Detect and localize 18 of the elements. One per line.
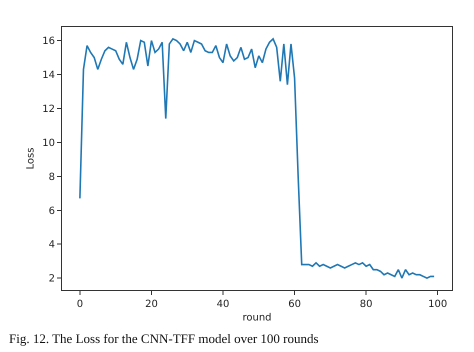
x-tick-label: 0	[76, 299, 84, 310]
y-tick-label: 4	[48, 240, 55, 251]
x-tick-label: 60	[288, 299, 301, 310]
y-axis-title: Loss	[25, 148, 36, 170]
y-tick-label: 10	[42, 138, 55, 149]
x-tick-label: 20	[145, 299, 158, 310]
x-tick-label: 40	[216, 299, 230, 310]
y-tick-label: 16	[42, 36, 55, 48]
x-tick-label: 80	[360, 299, 372, 310]
y-tick-label: 2	[48, 274, 55, 285]
y-tick-label: 14	[42, 70, 55, 82]
y-tick-label: 12	[42, 104, 55, 115]
caption: Fig. 12. The Loss for the CNN-TFF model over 100 rounds	[9, 331, 319, 346]
x-axis-title: round	[242, 312, 272, 324]
x-tick-label: 100	[428, 299, 448, 310]
y-tick-label: 8	[48, 172, 55, 183]
line-series	[79, 38, 435, 279]
y-tick-label: 6	[48, 206, 55, 217]
